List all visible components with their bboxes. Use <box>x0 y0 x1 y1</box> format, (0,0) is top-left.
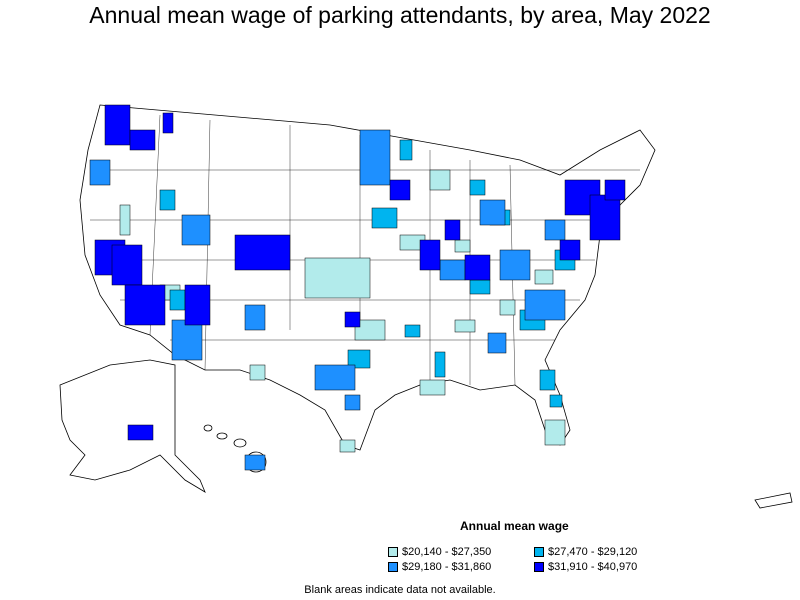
hawaii-island-1 <box>203 424 213 432</box>
legend-label-2: $27,470 - $29,120 <box>548 546 638 558</box>
legend-swatch-1 <box>388 547 398 557</box>
legend-swatch-3 <box>388 562 398 572</box>
map-title: Annual mean wage of parking attendants, … <box>89 2 711 28</box>
legend-swatch-4 <box>534 562 544 572</box>
legend-swatch-2 <box>534 547 544 557</box>
legend-label-4: $31,910 - $40,970 <box>548 561 638 573</box>
footnote: Blank areas indicate data not available. <box>304 584 496 596</box>
hawaii-island-2 <box>216 432 228 440</box>
legend-label-3: $29,180 - $31,860 <box>402 561 492 573</box>
class-4-areas <box>94 104 626 441</box>
us-choropleth-map <box>59 104 793 509</box>
legend-item-4: $31,910 - $40,970 <box>534 561 637 573</box>
puerto-rico-outline <box>754 492 793 509</box>
class-3-areas <box>89 129 596 471</box>
hawaii-island-3 <box>233 438 247 448</box>
legend-title: Annual mean wage <box>460 519 569 533</box>
class-1-areas <box>119 169 566 453</box>
legend-item-3: $29,180 - $31,860 <box>388 561 491 573</box>
legend-label-1: $20,140 - $27,350 <box>402 546 492 558</box>
legend-item-2: $27,470 - $29,120 <box>534 546 637 558</box>
legend-item-1: $20,140 - $27,350 <box>388 546 491 558</box>
